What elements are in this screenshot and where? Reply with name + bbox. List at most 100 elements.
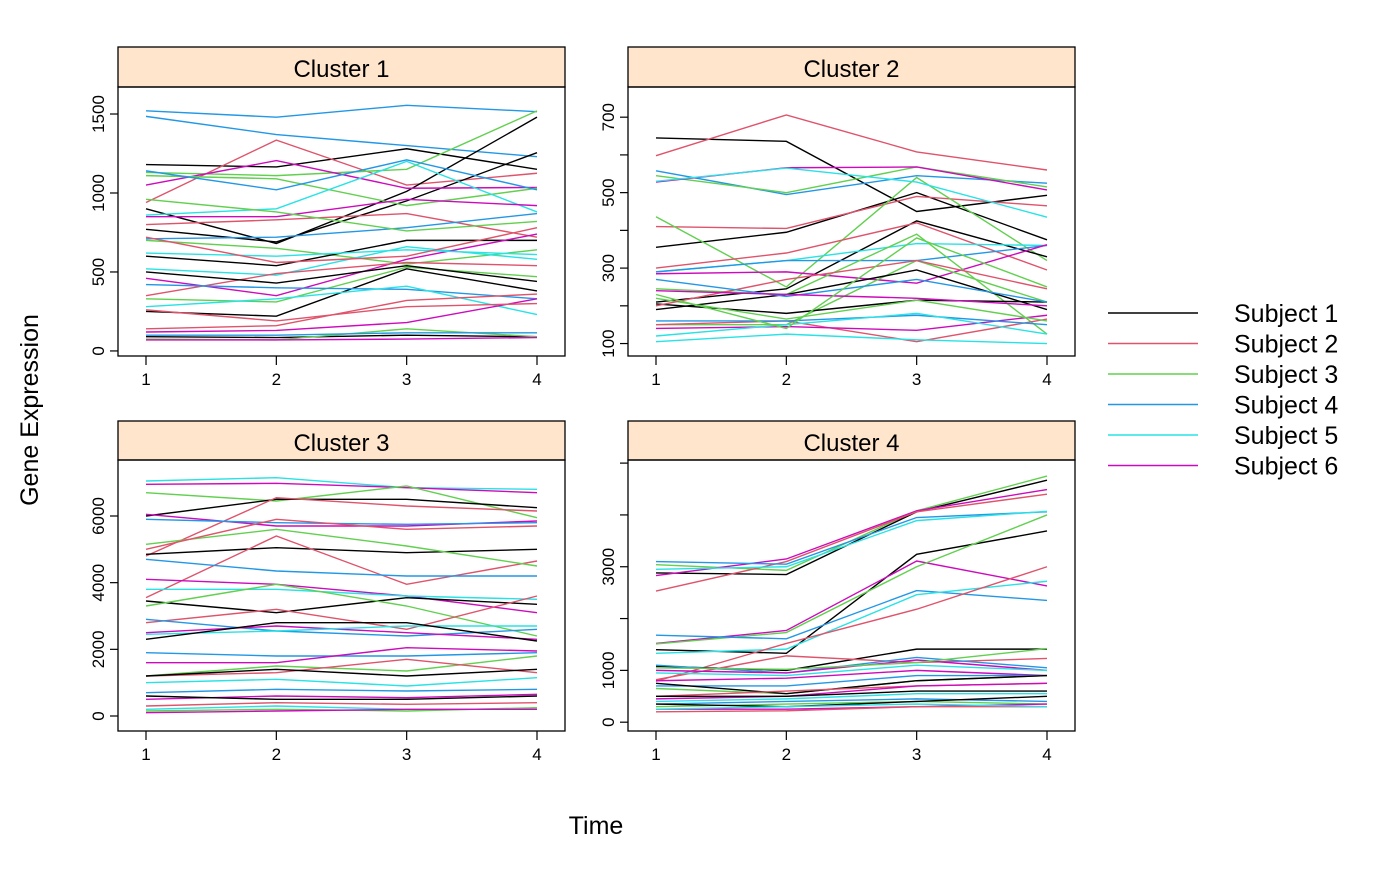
series-line-subject-6 xyxy=(146,336,538,341)
series-line-subject-2 xyxy=(655,222,1048,271)
series-line-subject-1 xyxy=(145,116,538,245)
series-line-subject-1 xyxy=(145,668,538,677)
series-line-subject-1 xyxy=(145,596,538,614)
series-line-subject-1 xyxy=(145,621,538,642)
series-line-subject-1 xyxy=(145,334,538,339)
panel-cluster-3: Cluster 3 0 2000 4000 6000 1 2 3 4 xyxy=(89,420,566,764)
panel-title: Cluster 4 xyxy=(803,430,899,457)
series-line-subject-1 xyxy=(655,695,1048,708)
series-line-subject-3 xyxy=(145,266,538,303)
series-line-subject-5 xyxy=(655,692,1047,703)
y-tick-label: 0 xyxy=(89,711,108,720)
series-lines xyxy=(655,475,1048,713)
series-line-subject-2 xyxy=(655,195,1048,230)
series-line-subject-3 xyxy=(655,297,1048,322)
y-tick-label: 0 xyxy=(599,717,618,726)
series-line-subject-4 xyxy=(655,589,1048,640)
x-tick-label: 1 xyxy=(141,370,150,389)
series-line-subject-1 xyxy=(145,695,538,701)
series-line-subject-6 xyxy=(145,625,538,641)
x-tick-label: 2 xyxy=(272,370,281,389)
series-line-subject-2 xyxy=(145,212,538,238)
series-line-subject-4 xyxy=(145,688,538,694)
legend-label: Subject 4 xyxy=(1234,392,1338,420)
y-tick-label: 4000 xyxy=(89,564,108,602)
series-line-subject-6 xyxy=(655,314,1048,332)
series-line-subject-5 xyxy=(145,476,538,491)
series-line-subject-3 xyxy=(145,528,538,567)
series-line-subject-4 xyxy=(145,159,538,191)
x-tick-label: 4 xyxy=(532,370,541,389)
legend-label: Subject 1 xyxy=(1234,300,1338,328)
series-line-subject-5 xyxy=(146,588,538,601)
y-tick-label: 0 xyxy=(89,346,108,355)
series-line-subject-4 xyxy=(145,283,538,300)
series-line-subject-2 xyxy=(145,293,538,330)
series-line-subject-3 xyxy=(145,239,538,265)
series-line-subject-5 xyxy=(655,580,1048,654)
series-line-subject-6 xyxy=(655,682,1048,700)
series-line-subject-2 xyxy=(145,535,538,599)
series-line-subject-6 xyxy=(146,646,538,664)
x-axis-title: Time xyxy=(569,812,624,840)
series-line-subject-3 xyxy=(655,237,1048,330)
series-line-subject-3 xyxy=(145,655,538,677)
series-line-subject-6 xyxy=(145,298,538,333)
y-tick-label: 1000 xyxy=(599,651,618,689)
y-tick-label: 100 xyxy=(599,329,618,357)
series-line-subject-2 xyxy=(145,227,538,264)
x-tick-label: 1 xyxy=(651,745,660,764)
series-line-subject-5 xyxy=(655,312,1048,337)
y-tick-label: 1500 xyxy=(89,95,108,133)
series-line-subject-5 xyxy=(145,245,538,276)
panel-cluster-2: Cluster 2 100 300 500 700 1 2 3 4 xyxy=(599,46,1076,389)
series-line-subject-3 xyxy=(145,198,538,232)
series-line-subject-2 xyxy=(145,518,538,551)
series-line-subject-4 xyxy=(145,558,537,577)
series-line-subject-3 xyxy=(656,259,1048,326)
series-line-subject-5 xyxy=(655,167,1048,218)
series-line-subject-6 xyxy=(145,578,538,614)
y-tick-label: 300 xyxy=(599,254,618,282)
series-line-subject-4 xyxy=(145,104,538,118)
series-line-subject-6 xyxy=(145,482,538,494)
x-tick-label: 4 xyxy=(532,745,541,764)
x-tick-label: 2 xyxy=(782,370,791,389)
series-line-subject-1 xyxy=(655,530,1048,654)
series-line-subject-1 xyxy=(655,137,1048,213)
series-line-subject-5 xyxy=(655,510,1048,571)
legend-item-subject-4: Subject 4 xyxy=(1108,392,1338,420)
series-line-subject-1 xyxy=(145,148,538,170)
series-line-subject-4 xyxy=(145,115,538,158)
series-line-subject-2 xyxy=(145,302,538,322)
y-tick-label: 3000 xyxy=(599,548,618,586)
legend-label: Subject 3 xyxy=(1234,361,1338,389)
series-line-subject-6 xyxy=(145,708,537,714)
series-line-subject-2 xyxy=(655,493,1048,592)
series-line-subject-5 xyxy=(655,664,1048,677)
series-line-subject-5 xyxy=(145,625,537,636)
series-line-subject-2 xyxy=(145,701,538,707)
series-line-subject-1 xyxy=(655,220,1048,303)
y-tick-label: 1000 xyxy=(89,174,108,212)
series-line-subject-4 xyxy=(656,314,1048,326)
series-line-subject-3 xyxy=(145,583,538,637)
plot-frame xyxy=(627,86,1076,357)
legend-label: Subject 6 xyxy=(1234,453,1338,481)
series-line-subject-4 xyxy=(655,698,1048,705)
series-line-subject-2 xyxy=(655,655,1048,681)
x-tick-label: 1 xyxy=(651,370,660,389)
series-line-subject-5 xyxy=(655,703,1048,710)
series-line-subject-4 xyxy=(655,511,1048,565)
y-tick-label: 6000 xyxy=(89,497,108,535)
panel-title: Cluster 2 xyxy=(803,56,899,83)
series-line-subject-4 xyxy=(655,244,1048,273)
legend-label: Subject 5 xyxy=(1234,422,1338,450)
series-line-subject-3 xyxy=(655,176,1048,288)
series-line-subject-3 xyxy=(145,174,538,207)
series-line-subject-2 xyxy=(145,261,538,297)
series-line-subject-2 xyxy=(145,595,538,631)
strip-header xyxy=(627,420,1076,461)
series-line-subject-3 xyxy=(655,166,1048,194)
